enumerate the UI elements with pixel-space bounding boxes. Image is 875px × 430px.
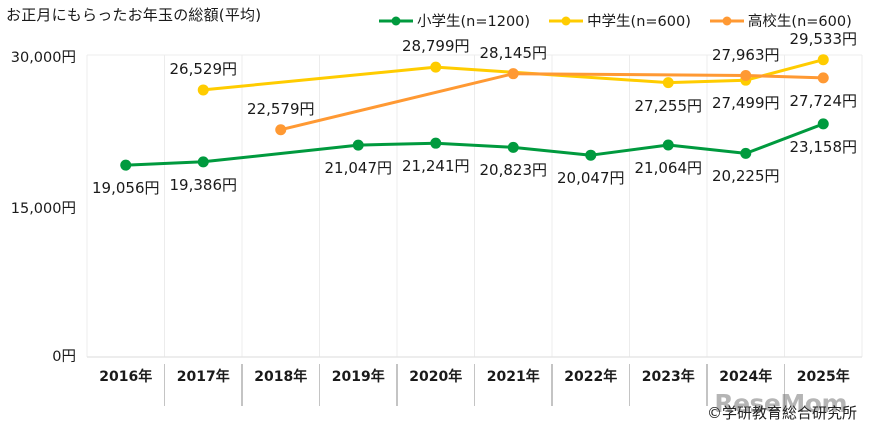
x-axis-tick-divider [473, 364, 476, 406]
data-label: 28,145円 [479, 43, 548, 62]
legend: 小学生(n=1200) 中学生(n=600) 高校生(n=600) [378, 10, 852, 31]
data-point-marker [740, 70, 752, 82]
chart-title: お正月にもらったお年玉の総額(平均) [6, 6, 262, 24]
x-axis-label: 2018年 [254, 369, 308, 385]
data-point-marker [507, 68, 519, 80]
legend-item-junior-high: 中学生(n=600) [548, 10, 691, 31]
data-label: 21,047円 [324, 159, 393, 178]
x-axis-tick-divider [318, 364, 321, 406]
data-label: 20,225円 [712, 167, 780, 186]
data-point-marker [197, 84, 209, 96]
x-axis-tick-divider [783, 364, 786, 406]
legend-label: 小学生(n=1200) [417, 14, 531, 30]
data-label: 26,529円 [169, 59, 238, 78]
data-point-marker [507, 141, 519, 153]
x-axis-tick-divider [163, 364, 166, 406]
data-label: 21,064円 [634, 158, 703, 177]
watermark-logo: ReseMom [714, 389, 847, 418]
x-axis-tick-divider [551, 364, 553, 406]
x-axis-tick-divider [241, 364, 243, 406]
data-label: 23,158円 [789, 137, 858, 156]
x-axis-label: 2016年 [99, 369, 153, 385]
legend-item-high-school: 高校生(n=600) [709, 10, 852, 31]
data-label: 21,241円 [402, 157, 470, 176]
legend-label: 中学生(n=600) [587, 14, 691, 30]
data-point-marker [662, 77, 674, 89]
data-label: 28,799円 [402, 37, 470, 56]
legend-item-elementary: 小学生(n=1200) [378, 10, 530, 31]
data-label: 27,499円 [712, 94, 780, 113]
data-point-marker [740, 147, 752, 159]
data-point-marker [275, 124, 287, 136]
data-point-marker [197, 156, 209, 168]
data-label: 20,047円 [557, 169, 625, 188]
x-axis-label: 2023年 [641, 369, 695, 385]
data-label: 19,386円 [169, 175, 238, 194]
y-tick-15000: 15,000円 [10, 201, 76, 217]
source-credit: ©学研教育総合研究所 [706, 404, 857, 422]
data-point-marker [120, 159, 132, 171]
data-point-marker [430, 61, 442, 73]
data-label: 27,963円 [712, 45, 780, 64]
x-axis-tick-divider [628, 364, 631, 406]
legend-line-marker-icon [379, 16, 413, 25]
y-tick-30000: 30,000円 [10, 50, 76, 66]
data-label: 27,255円 [634, 96, 703, 115]
x-axis-label: 2017年 [176, 369, 230, 385]
legend-line-marker-icon [549, 16, 584, 25]
x-axis-label: 2019年 [331, 369, 385, 385]
legend-label: 高校生(n=600) [747, 14, 852, 30]
x-axis-tick-divider [706, 364, 708, 406]
x-axis-label: 2020年 [409, 369, 463, 385]
data-point-marker [817, 54, 829, 66]
x-axis-label: 2025年 [796, 369, 850, 385]
data-point-marker [662, 139, 674, 151]
data-point-marker [817, 118, 829, 130]
x-axis-label: 2024年 [719, 369, 773, 385]
x-axis-label: 2021年 [486, 369, 540, 385]
series-line [280, 72, 824, 132]
data-point-marker [817, 72, 829, 84]
x-axis-tick-divider [396, 364, 398, 406]
data-point-marker [430, 137, 442, 149]
y-tick-0: 0円 [52, 349, 76, 365]
data-label: 19,056円 [92, 179, 160, 198]
data-point-marker [585, 149, 597, 161]
data-point-marker [352, 139, 364, 151]
data-label: 29,533円 [789, 29, 858, 48]
data-label: 22,579円 [247, 99, 315, 118]
x-axis-label: 2022年 [564, 369, 618, 385]
legend-line-marker-icon [709, 16, 744, 25]
data-label: 27,724円 [789, 91, 858, 110]
data-label: 20,823円 [479, 161, 548, 180]
